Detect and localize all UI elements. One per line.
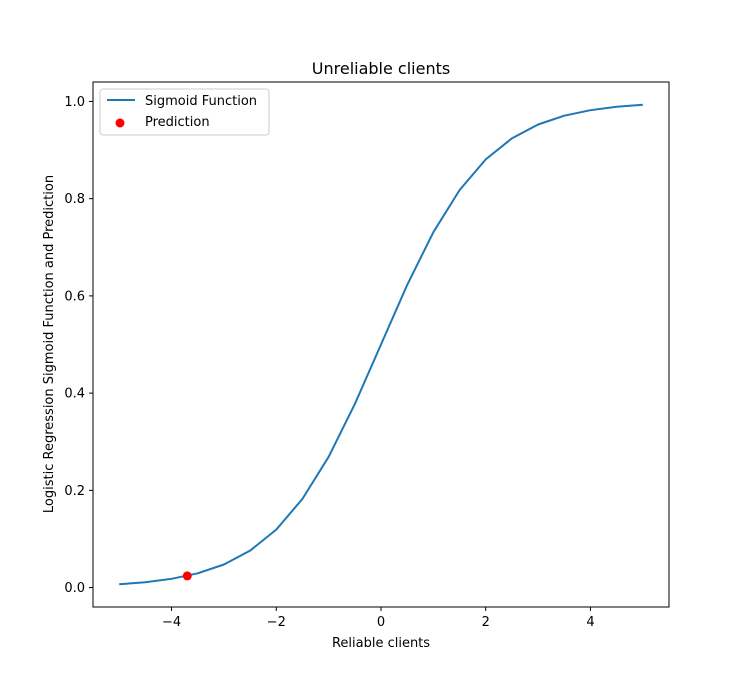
- x-axis-label: Reliable clients: [332, 636, 430, 651]
- y-tick-label: 0.4: [64, 387, 85, 402]
- x-tick-label: 2: [482, 615, 490, 630]
- x-tick-label: −2: [267, 615, 286, 630]
- legend-entry-sigmoid: Sigmoid Function: [145, 94, 257, 109]
- x-tick-label: 0: [377, 615, 385, 630]
- y-tick-label: 0.8: [64, 192, 85, 207]
- y-axis-label: Logistic Regression Sigmoid Function and…: [42, 175, 57, 513]
- legend-entry-prediction: Prediction: [145, 115, 210, 130]
- plot-area: [119, 103, 643, 586]
- legend-dot-swatch: [115, 118, 125, 128]
- y-axis: 0.0 0.2 0.4 0.6 0.8 1.0: [64, 95, 93, 596]
- y-tick-label: 0.2: [64, 484, 85, 499]
- prediction-point: [182, 571, 192, 581]
- legend: Sigmoid Function Prediction: [99, 88, 270, 136]
- x-tick-label: 4: [586, 615, 594, 630]
- sigmoid-line: [119, 103, 643, 586]
- y-tick-label: 0.0: [64, 581, 85, 596]
- y-tick-label: 1.0: [64, 95, 85, 110]
- x-tick-label: −4: [162, 615, 181, 630]
- legend-box: [99, 88, 270, 136]
- x-axis: −4 −2 0 2 4: [162, 607, 595, 630]
- chart-title: Unreliable clients: [312, 59, 450, 78]
- y-tick-label: 0.6: [64, 289, 85, 304]
